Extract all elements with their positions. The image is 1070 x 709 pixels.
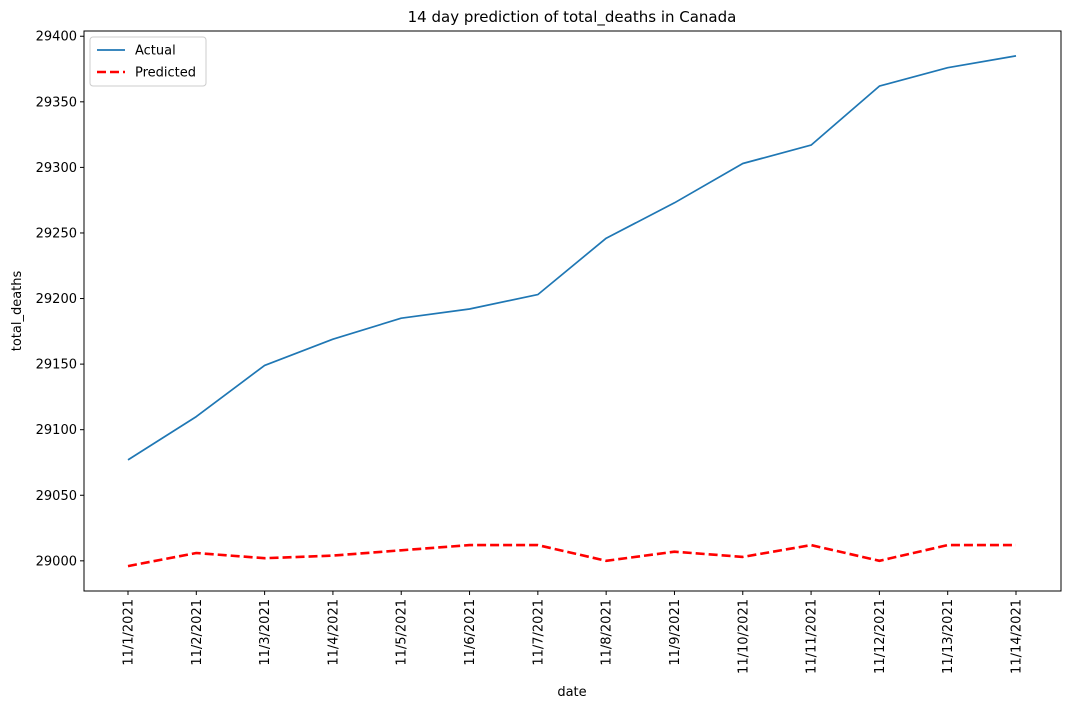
chart-title: 14 day prediction of total_deaths in Can… xyxy=(408,8,737,27)
y-tick-label: 29350 xyxy=(36,95,77,110)
x-axis: 11/1/2021 11/2/2021 11/3/2021 11/4/2021 11/5… xyxy=(122,591,1025,674)
x-tick-label: 11/11/2021 xyxy=(805,599,820,674)
x-tick-label: 11/10/2021 xyxy=(736,599,751,674)
y-axis: 29000 29050 29100 29150 29200 29250 29300 29350… xyxy=(36,30,84,569)
x-tick-label: 11/14/2021 xyxy=(1010,599,1025,674)
y-tick-label: 29150 xyxy=(36,358,77,373)
y-axis-label: total_deaths xyxy=(10,271,25,352)
x-tick-label: 11/12/2021 xyxy=(873,599,888,674)
y-tick-label: 29100 xyxy=(36,423,77,438)
y-tick-label: 29000 xyxy=(36,554,77,569)
series-line-actual xyxy=(127,55,1017,461)
y-tick-label: 29250 xyxy=(36,226,77,241)
x-axis-label: date xyxy=(557,685,586,700)
legend-label: Predicted xyxy=(135,66,196,81)
y-tick-label: 29300 xyxy=(36,161,77,176)
y-tick-label: 29200 xyxy=(36,292,77,307)
x-tick-label: 11/5/2021 xyxy=(395,599,410,666)
x-tick-label: 11/7/2021 xyxy=(531,599,546,666)
x-tick-label: 11/4/2021 xyxy=(326,599,341,666)
x-tick-label: 11/8/2021 xyxy=(600,599,615,666)
legend: Actual Predicted xyxy=(89,36,207,87)
x-tick-label: 11/9/2021 xyxy=(668,599,683,666)
x-tick-label: 11/2/2021 xyxy=(190,599,205,666)
x-tick-label: 11/6/2021 xyxy=(463,599,478,666)
x-tick-label: 11/3/2021 xyxy=(258,599,273,666)
series-line-predicted xyxy=(127,543,1016,568)
series-lines xyxy=(127,55,1017,568)
x-tick-label: 11/13/2021 xyxy=(941,599,956,674)
legend-label: Actual xyxy=(135,44,176,59)
y-tick-label: 29400 xyxy=(36,30,77,45)
y-tick-label: 29050 xyxy=(36,489,77,504)
plot-area xyxy=(83,30,1062,592)
x-tick-label: 11/1/2021 xyxy=(122,599,137,666)
